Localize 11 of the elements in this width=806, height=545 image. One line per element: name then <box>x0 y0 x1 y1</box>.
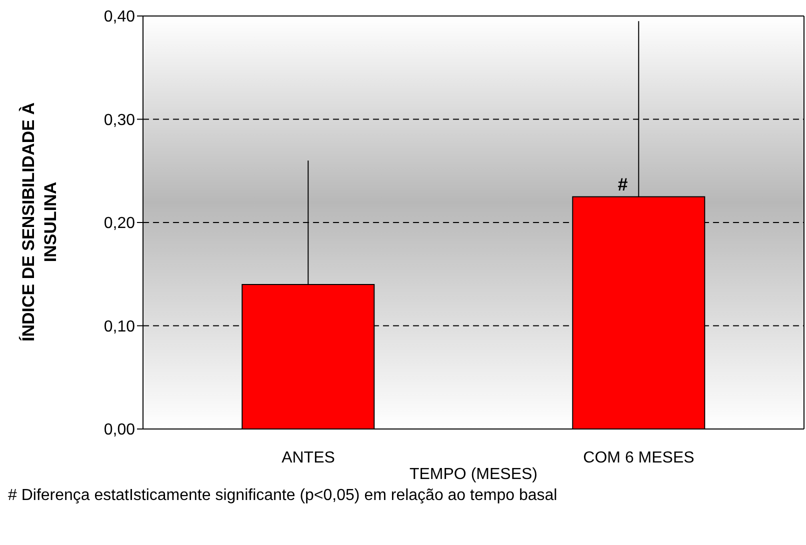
y-tick-label: 0,10 <box>104 318 136 336</box>
x-axis-title: TEMPO (MESES) <box>408 466 538 484</box>
y-tick-label: 0,00 <box>104 422 136 439</box>
annotation: # <box>618 174 628 195</box>
x-tick-label: ANTES <box>282 449 335 466</box>
y-axis-title: ÍNDICE DE SENSIBILIDADE À INSULINA <box>18 102 61 344</box>
y-tick-label: 0,20 <box>104 215 136 232</box>
text: # Diferença estatIsticamente significante (p<0,05) em relação ao tempo basal <box>8 487 558 505</box>
y-tick-label: 0,40 <box>104 8 136 26</box>
y-tick-label: 0,30 <box>104 112 136 129</box>
x-tick-label: COM 6 MESES <box>583 449 694 466</box>
